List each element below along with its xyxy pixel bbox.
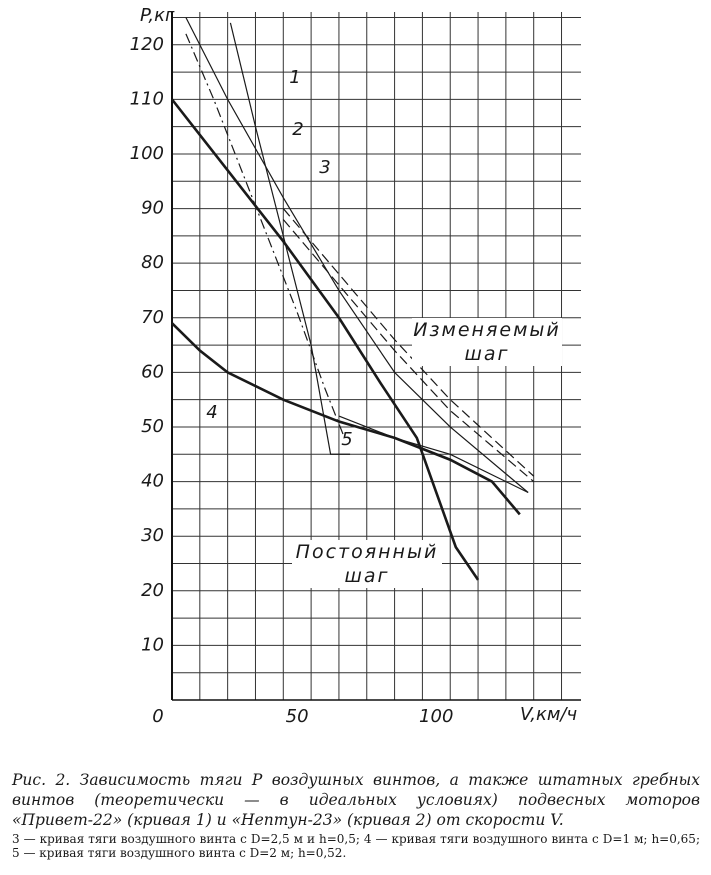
y-tick-label: 60 <box>141 361 164 382</box>
x-tick-label: 100 <box>419 706 453 727</box>
y-tick-label: 10 <box>141 634 164 655</box>
curve <box>229 22 351 455</box>
y-tick-label: 110 <box>130 88 164 109</box>
curve-label: 3 <box>319 157 330 178</box>
curve <box>338 415 529 494</box>
x-tick-label: 50 <box>286 706 309 727</box>
caption: Рис. 2. Зависимость тяги P воздушных вин… <box>12 771 700 829</box>
caption-block: Рис. 2. Зависимость тяги P воздушных вин… <box>12 770 700 860</box>
curve <box>282 208 535 477</box>
chart: P,кг V,км/ч 10 20 30 40 50 60 70 80 90 100 110 120 0… <box>130 5 581 727</box>
y-tick-label: 70 <box>141 307 164 328</box>
caption-note: 3 — кривая тяги воздушного винта с D=2,5… <box>12 832 700 860</box>
y-tick-label: 80 <box>141 252 164 273</box>
curve-label: 4 <box>206 402 217 423</box>
annotation: Изменяемый шаг <box>412 318 562 366</box>
curve <box>170 98 480 581</box>
curve <box>185 33 346 439</box>
y-axis-label: P,кг <box>140 5 175 26</box>
y-tick-label: 40 <box>141 471 164 492</box>
y-tick-label: 30 <box>141 525 164 546</box>
y-tick-label: 20 <box>141 580 164 601</box>
curve <box>185 17 529 493</box>
curve <box>282 219 535 483</box>
annotation: Постоянный шаг <box>292 540 442 588</box>
y-tick-label: 120 <box>130 34 164 55</box>
curve-label: 5 <box>341 429 352 450</box>
x-tick-label: 0 <box>152 706 163 727</box>
y-tick-label: 50 <box>141 416 164 437</box>
x-axis-label: V,км/ч <box>520 704 577 725</box>
curve-label: 2 <box>292 119 303 140</box>
curve-label: 1 <box>289 67 300 88</box>
curve <box>171 322 521 516</box>
y-tick-label: 90 <box>141 198 164 219</box>
y-tick-label: 100 <box>130 143 164 164</box>
